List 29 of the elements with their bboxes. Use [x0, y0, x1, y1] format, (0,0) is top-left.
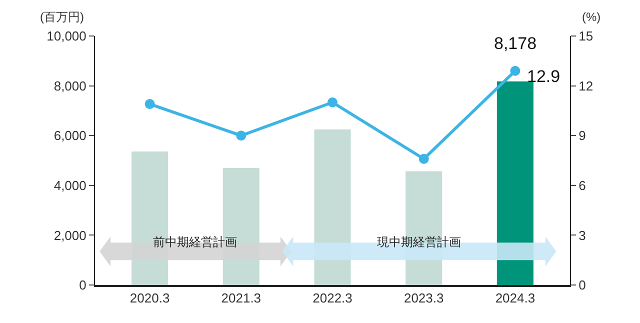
y2-tick-label: 9 [578, 128, 586, 144]
annotation: 前中期経営計画 [153, 235, 237, 249]
point [418, 154, 429, 164]
point [144, 99, 155, 110]
y-tick-label: 2,000 [54, 228, 86, 243]
y2-tick-label: 6 [578, 178, 586, 193]
y2-tick-label: 15 [578, 28, 594, 44]
y2-axis-title: (%) [582, 10, 601, 24]
y-tick-label: 6,000 [54, 128, 86, 144]
x-tick-label: 2020.3 [130, 290, 170, 306]
bar [496, 81, 534, 285]
x-tick-label: 2023.3 [404, 290, 444, 306]
point [510, 66, 520, 76]
y-tick-label: 8,000 [54, 78, 86, 94]
y2-tick-label: 0 [578, 278, 586, 293]
data-label: 8,178 [494, 34, 537, 53]
data-label: 12.9 [527, 67, 560, 86]
y-tick-label: 10,000 [46, 28, 86, 44]
x-tick-label: 2021.3 [221, 290, 262, 306]
x-tick-label: 2024.3 [495, 290, 536, 306]
x-tick-label: 2022.3 [312, 290, 352, 306]
point [328, 97, 338, 108]
y2-tick-label: 3 [578, 228, 586, 243]
annotation: 現中期経営計画 [377, 235, 461, 249]
y-tick-label: 0 [79, 278, 86, 293]
y2-tick-label: 12 [578, 78, 594, 94]
y-tick-label: 4,000 [54, 178, 86, 193]
y-axis-title: (百万円) [40, 10, 84, 24]
point [236, 130, 246, 141]
